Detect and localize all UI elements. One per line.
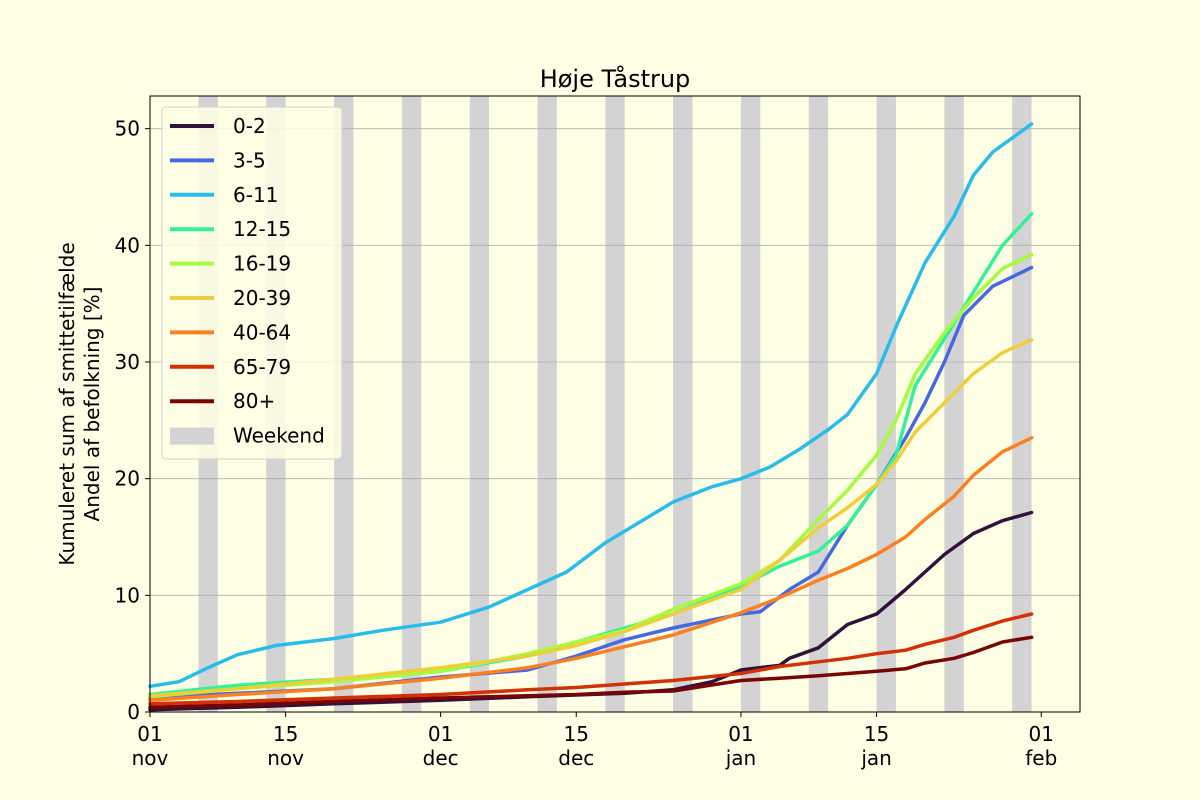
y-tick-label: 10	[115, 583, 140, 607]
x-tick-label: 01 nov	[132, 722, 169, 770]
legend-label-65-79: 65-79	[233, 355, 291, 379]
legend-label-80+: 80+	[233, 389, 275, 413]
x-tick-label: 01 dec	[423, 722, 459, 770]
y-axis-label-line-2: Andel af befolkning [%]	[80, 287, 104, 522]
x-tick-label: 01 feb	[1025, 722, 1057, 770]
x-tick-label-line: jan	[725, 746, 757, 770]
x-tick-label-line: nov	[132, 746, 169, 770]
legend-label-6-11: 6-11	[233, 183, 278, 207]
y-tick-label: 40	[115, 233, 140, 257]
x-tick-label-line: feb	[1025, 746, 1057, 770]
weekend-band	[740, 96, 761, 712]
weekend-band	[605, 96, 625, 712]
x-tick-label-line: 01	[1029, 722, 1054, 746]
x-tick-label-line: 15	[864, 722, 889, 746]
legend-label-0-2: 0-2	[233, 114, 266, 138]
x-tick-label-line: nov	[267, 746, 304, 770]
weekend-band	[469, 96, 490, 712]
legend-swatch-weekend	[170, 427, 214, 445]
y-tick-label: 0	[127, 700, 140, 724]
legend-label-16-19: 16-19	[233, 252, 291, 276]
y-tick-label: 20	[115, 467, 140, 491]
series-line-20-39	[148, 338, 1034, 698]
weekend-band	[537, 96, 557, 712]
x-tick-label-line: 01	[728, 722, 753, 746]
y-axis-label-line-1: Kumuleret sum af smittetilfælde	[55, 242, 79, 565]
weekend-band	[401, 96, 422, 712]
x-tick-label: 01 jan	[725, 722, 757, 770]
weekend-band	[673, 96, 693, 712]
weekend-band	[944, 96, 964, 712]
weekend-band	[808, 96, 829, 712]
legend-label-12-15: 12-15	[233, 217, 291, 241]
legend: 0-2 3-5 6-11 12-15 16-19 20-39 40-64 65-79 80+ We…	[161, 106, 343, 460]
y-tick-label: 50	[115, 117, 140, 141]
legend-label-20-39: 20-39	[233, 286, 291, 310]
x-tick-label-line: dec	[423, 746, 459, 770]
x-tick-label-line: 01	[428, 722, 453, 746]
series-line-40-64	[148, 436, 1034, 703]
weekend-band	[876, 96, 896, 712]
series-line-80+	[148, 635, 1034, 710]
chart-title: Høje Tåstrup	[540, 64, 691, 93]
y-axis: 0 10 20 30 40 50	[115, 117, 150, 724]
series-lines	[148, 122, 1034, 712]
x-tick-label: 15 dec	[558, 722, 594, 770]
axes-frame	[149, 95, 1081, 713]
x-tick-label-line: 15	[273, 722, 298, 746]
x-tick-label: 15 nov	[267, 722, 304, 770]
x-tick-label: 15 jan	[860, 722, 892, 770]
weekend-bands	[198, 96, 1032, 712]
x-tick-label-line: dec	[558, 746, 594, 770]
y-axis-label: Kumuleret sum af smittetilfælde Andel af…	[55, 242, 104, 565]
legend-label-40-64: 40-64	[233, 320, 291, 344]
weekend-band	[1012, 96, 1032, 712]
series-line-65-79	[148, 612, 1034, 706]
legend-label-3-5: 3-5	[233, 148, 266, 172]
x-tick-label-line: 15	[564, 722, 589, 746]
x-tick-label-line: 01	[137, 722, 162, 746]
legend-label-weekend: Weekend	[233, 424, 325, 448]
series-line-6-11	[148, 122, 1034, 689]
x-tick-label-line: jan	[860, 746, 892, 770]
y-tick-label: 30	[115, 350, 140, 374]
